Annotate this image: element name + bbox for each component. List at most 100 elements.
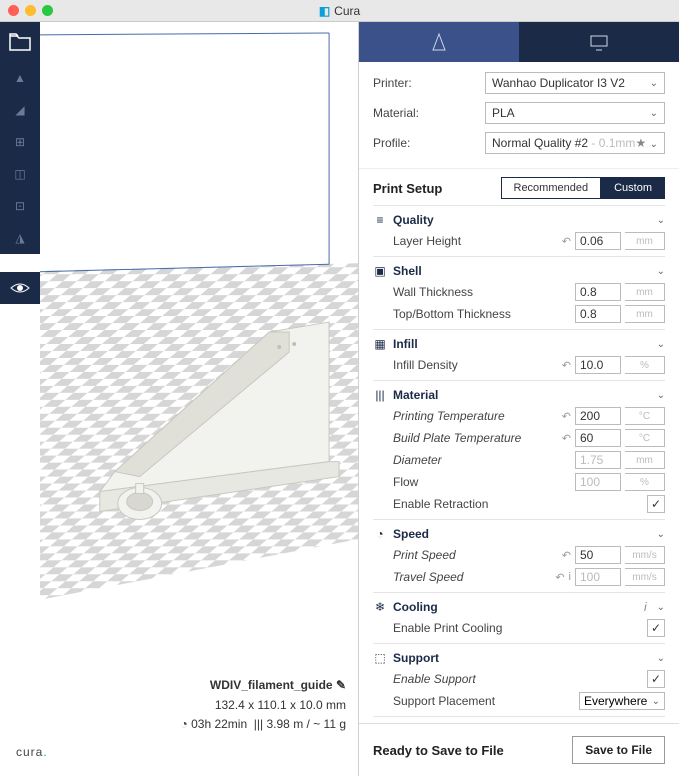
input[interactable]: [575, 283, 621, 301]
toolbar: ▲ ◢ ⊞ ◫ ⊡ ◮: [0, 62, 40, 254]
input[interactable]: [575, 305, 621, 323]
input[interactable]: [575, 429, 621, 447]
tab-prepare[interactable]: [359, 22, 519, 62]
unit: °C: [625, 429, 665, 447]
unit: %: [625, 356, 665, 374]
window-controls[interactable]: [8, 5, 53, 16]
tool-settings[interactable]: ⊡: [0, 190, 40, 222]
unit: mm: [625, 451, 665, 469]
section-icon: ▣: [373, 264, 387, 278]
input[interactable]: [575, 451, 621, 469]
section-icon: ≡: [373, 213, 387, 227]
reset-icon[interactable]: ↶: [562, 410, 571, 423]
tool-mesh[interactable]: ◮: [0, 222, 40, 254]
minimize-dot[interactable]: [25, 5, 36, 16]
reset-icon[interactable]: ↶: [562, 359, 571, 372]
reset-icon[interactable]: ↶: [562, 432, 571, 445]
save-to-file-button[interactable]: Save to File: [572, 736, 665, 764]
printer-dropdown[interactable]: Wanhao Duplicator I3 V2⌄: [485, 72, 665, 94]
checkbox[interactable]: ✓: [647, 670, 665, 688]
field-layer-height: Layer Height↶mm: [373, 230, 665, 252]
unit: °C: [625, 407, 665, 425]
section-material[interactable]: |||Material⌄: [373, 385, 665, 405]
chevron-down-icon: ⌄: [650, 78, 658, 89]
material-dropdown[interactable]: PLA⌄: [485, 102, 665, 124]
recommended-button[interactable]: Recommended: [501, 177, 602, 199]
tool-move[interactable]: ▲: [0, 62, 40, 94]
tool-rotate[interactable]: ⊞: [0, 126, 40, 158]
chevron-down-icon: ⌄: [657, 602, 665, 613]
status-ready: Ready to Save to File: [373, 743, 504, 758]
profile-dropdown[interactable]: Normal Quality #2 - 0.1mm ★ ⌄: [485, 132, 665, 154]
section-icon: |||: [373, 388, 387, 402]
field-support-placement: Support PlacementEverywhere⌄: [373, 690, 665, 712]
field-travel-speed: Travel Speed↶imm/s: [373, 566, 665, 588]
unit: mm/s: [625, 568, 665, 586]
field-wall-thickness: Wall Thicknessmm: [373, 281, 665, 303]
field-enable-retraction: Enable Retraction✓: [373, 493, 665, 515]
section-quality[interactable]: ≡Quality⌄: [373, 210, 665, 230]
info-icon[interactable]: i: [569, 571, 571, 583]
input[interactable]: [575, 568, 621, 586]
unit: %: [625, 473, 665, 491]
cura-logo-icon: ◧: [319, 4, 330, 18]
section-icon: ◔: [373, 527, 387, 541]
custom-button[interactable]: Custom: [601, 177, 665, 199]
eye-icon: [10, 282, 30, 294]
section-cooling[interactable]: ❄Coolingi⌄: [373, 597, 665, 617]
tool-mirror[interactable]: ◫: [0, 158, 40, 190]
reset-icon[interactable]: ↶: [555, 571, 564, 584]
reset-icon[interactable]: ↶: [562, 549, 571, 562]
section-support[interactable]: ⬚Support⌄: [373, 648, 665, 668]
input[interactable]: [575, 473, 621, 491]
dropdown[interactable]: Everywhere⌄: [579, 692, 665, 710]
unit: mm: [625, 305, 665, 323]
chevron-down-icon: ⌄: [652, 696, 660, 707]
unit: mm/s: [625, 546, 665, 564]
chevron-down-icon: ⌄: [657, 215, 665, 226]
monitor-icon: [589, 32, 609, 52]
title: ◧ Cura: [319, 4, 360, 18]
cura-logo: cura.: [16, 730, 48, 764]
open-file-button[interactable]: [0, 22, 40, 62]
field-flow: Flow%: [373, 471, 665, 493]
section-icon: ⬚: [373, 651, 387, 665]
setup-mode-toggle[interactable]: Recommended Custom: [501, 177, 666, 199]
print-setup-title: Print Setup: [373, 181, 442, 196]
checkbox[interactable]: ✓: [647, 619, 665, 637]
printer-label: Printer:: [373, 76, 412, 90]
section-speed[interactable]: ◔Speed⌄: [373, 524, 665, 544]
checkbox[interactable]: ✓: [647, 495, 665, 513]
viewport-3d[interactable]: [40, 22, 358, 661]
close-dot[interactable]: [8, 5, 19, 16]
zoom-dot[interactable]: [42, 5, 53, 16]
field-printing-temperature: Printing Temperature↶°C: [373, 405, 665, 427]
tool-scale[interactable]: ◢: [0, 94, 40, 126]
section-icon: ❄: [373, 600, 387, 614]
field-print-speed: Print Speed↶mm/s: [373, 544, 665, 566]
section-infill[interactable]: ▦Infill⌄: [373, 334, 665, 354]
section-icon: ▦: [373, 337, 387, 351]
input[interactable]: [575, 232, 621, 250]
material-label: Material:: [373, 106, 419, 120]
unit: mm: [625, 283, 665, 301]
chevron-down-icon: ⌄: [657, 339, 665, 350]
reset-icon[interactable]: ↶: [562, 235, 571, 248]
prepare-icon: [429, 32, 449, 52]
section-shell[interactable]: ▣Shell⌄: [373, 261, 665, 281]
input[interactable]: [575, 407, 621, 425]
field-enable-support: Enable Support✓: [373, 668, 665, 690]
info-icon[interactable]: i: [644, 600, 647, 614]
field-enable-print-cooling: Enable Print Cooling✓: [373, 617, 665, 639]
chevron-down-icon: ⌄: [657, 653, 665, 664]
view-toggle[interactable]: [0, 272, 40, 304]
model-info: WDIV_filament_guide ✎ 132.4 x 110.1 x 10…: [181, 676, 347, 734]
profile-label: Profile:: [373, 136, 410, 150]
folder-icon: [9, 33, 31, 51]
chevron-down-icon: ⌄: [657, 529, 665, 540]
field-infill-density: Infill Density↶%: [373, 354, 665, 376]
edit-icon[interactable]: ✎: [336, 678, 346, 692]
input[interactable]: [575, 356, 621, 374]
input[interactable]: [575, 546, 621, 564]
tab-monitor[interactable]: [519, 22, 679, 62]
